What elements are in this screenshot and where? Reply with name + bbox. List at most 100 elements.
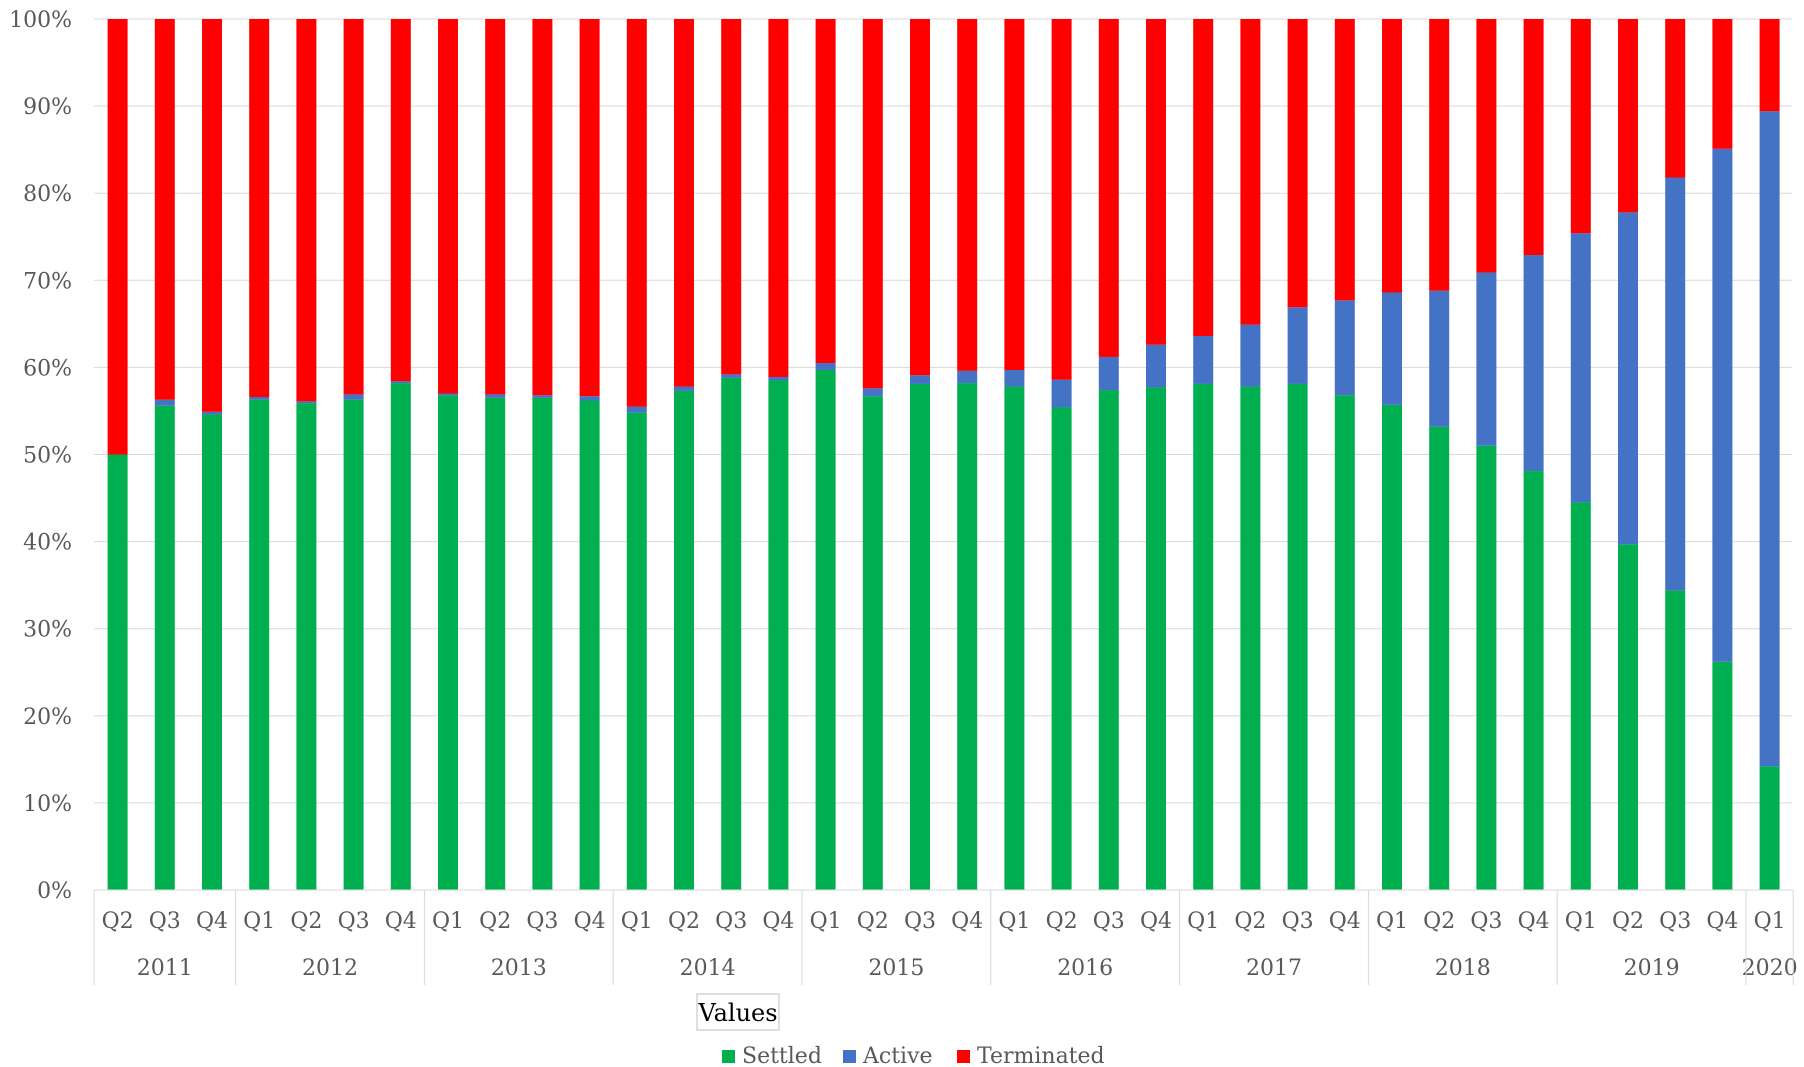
bar-segment-active-2018-q3 — [1476, 272, 1497, 446]
x-quarter-label: Q4 — [574, 909, 606, 934]
x-quarter-label: Q1 — [1376, 909, 1408, 934]
bar-segment-terminated-2019-q2 — [1618, 19, 1638, 213]
legend-swatch-active — [843, 1050, 856, 1063]
bar-segment-active-2012-q3 — [343, 394, 364, 400]
x-quarter-label: Q3 — [149, 909, 181, 934]
x-quarter-label: Q2 — [102, 909, 134, 934]
bar-segment-settled-2017-q2 — [1240, 386, 1261, 890]
x-quarter-label: Q4 — [196, 909, 228, 934]
legend-items: Settled Active Terminated — [722, 1044, 1105, 1067]
x-quarter-label: Q4 — [1140, 909, 1172, 934]
x-year-label: 2011 — [137, 956, 193, 981]
x-quarter-label: Q3 — [1282, 909, 1314, 934]
bar-segment-active-2013-q2 — [485, 394, 506, 398]
bar-segment-active-2015-q2 — [862, 388, 883, 397]
bar-segment-terminated-2017-q4 — [1334, 19, 1355, 301]
legend-label-terminated: Terminated — [977, 1044, 1105, 1067]
bar-segment-active-2018-q4 — [1523, 255, 1544, 472]
bar-segment-settled-2014-q3 — [721, 377, 742, 891]
bar-segment-terminated-2019-q1 — [1570, 19, 1591, 234]
legend-swatch-terminated — [957, 1050, 970, 1063]
y-tick-label: 100% — [9, 8, 72, 33]
bar-segment-settled-2015-q3 — [910, 383, 930, 890]
bar-segment-active-2015-q1 — [815, 363, 836, 371]
bar-segment-active-2016-q4 — [1146, 344, 1166, 388]
bar-segment-settled-2019-q1 — [1570, 502, 1591, 890]
bar-segment-settled-2012-q2 — [296, 403, 317, 890]
bar-segment-settled-2016-q3 — [1098, 390, 1119, 890]
bar-segment-settled-2016-q2 — [1051, 407, 1072, 890]
bars — [107, 19, 1780, 891]
y-tick-label: 60% — [23, 356, 72, 381]
legend-label-active: Active — [862, 1044, 933, 1067]
x-quarter-label: Q2 — [1612, 909, 1644, 934]
bar-segment-terminated-2019-q4 — [1712, 19, 1733, 149]
bar-segment-terminated-2016-q1 — [1004, 19, 1025, 371]
legend-title: Values — [697, 999, 777, 1027]
bar-segment-settled-2013-q2 — [485, 397, 506, 890]
bar-segment-terminated-2015-q2 — [862, 19, 883, 389]
bar-segment-settled-2017-q3 — [1287, 383, 1308, 890]
x-year-label: 2013 — [491, 956, 547, 981]
x-quarter-label: Q1 — [810, 909, 842, 934]
bar-segment-active-2017-q2 — [1240, 324, 1261, 387]
x-quarter-label: Q2 — [479, 909, 511, 934]
bar-segment-active-2017-q3 — [1287, 307, 1308, 384]
bar-segment-terminated-2013-q3 — [532, 19, 553, 396]
bar-segment-active-2015-q3 — [910, 375, 930, 384]
bar-segment-settled-2015-q2 — [862, 396, 883, 890]
bar-segment-terminated-2013-q1 — [438, 19, 458, 394]
y-tick-label: 70% — [23, 269, 72, 294]
x-quarter-label: Q3 — [338, 909, 370, 934]
bar-segment-terminated-2015-q4 — [957, 19, 978, 371]
bar-segment-terminated-2020-q1 — [1759, 19, 1780, 112]
bar-segment-active-2014-q1 — [626, 406, 647, 413]
x-year-label: 2019 — [1624, 956, 1680, 981]
x-quarter-label: Q3 — [526, 909, 558, 934]
x-quarter-label: Q4 — [1518, 909, 1550, 934]
x-quarter-label: Q1 — [621, 909, 653, 934]
x-axis: Q2 Q3 Q4 Q1 Q2 Q3 Q4 Q1 Q2 Q3 Q4 Q1 Q2 Q3 Q4 Q1 Q2 Q3 Q4 Q1… — [93, 889, 1798, 985]
bar-segment-active-2017-q1 — [1193, 336, 1214, 384]
bar-segment-settled-2017-q4 — [1334, 395, 1355, 890]
x-quarter-label: Q1 — [1565, 909, 1597, 934]
x-quarter-label: Q1 — [998, 909, 1030, 934]
bar-segment-terminated-2016-q3 — [1098, 19, 1119, 357]
bar-segment-active-2018-q2 — [1429, 290, 1450, 427]
bar-segment-terminated-2013-q2 — [485, 19, 506, 395]
bar-segment-terminated-2018-q1 — [1382, 19, 1402, 293]
bar-segment-active-2019-q2 — [1618, 212, 1638, 545]
bar-segment-active-2016-q3 — [1098, 356, 1119, 391]
bar-segment-terminated-2015-q3 — [910, 19, 930, 376]
bar-segment-settled-2018-q3 — [1476, 445, 1497, 890]
bar-segment-active-2012-q4 — [390, 381, 411, 384]
bar-segment-settled-2014-q1 — [626, 412, 647, 890]
bar-segment-active-2020-q1 — [1759, 111, 1780, 767]
bar-segment-active-2014-q3 — [721, 374, 742, 378]
x-quarter-label: Q3 — [1659, 909, 1691, 934]
bar-segment-settled-2013-q4 — [579, 400, 600, 890]
bar-segment-active-2014-q2 — [674, 386, 694, 391]
bar-segment-settled-2018-q4 — [1523, 471, 1544, 890]
bar-segment-settled-2019-q2 — [1618, 544, 1638, 890]
bar-segment-active-2012-q1 — [249, 397, 270, 400]
x-quarter-label: Q1 — [432, 909, 464, 934]
bar-segment-settled-2012-q3 — [343, 399, 364, 890]
y-tick-label: 40% — [23, 531, 72, 556]
bar-segment-active-2017-q4 — [1334, 300, 1355, 396]
x-year-label: 2020 — [1742, 956, 1798, 981]
x-quarter-label: Q3 — [1093, 909, 1125, 934]
x-quarter-label: Q4 — [385, 909, 417, 934]
bar-segment-active-2019-q3 — [1665, 177, 1686, 591]
bar-segment-settled-2016-q4 — [1146, 387, 1166, 890]
bar-segment-terminated-2012-q3 — [343, 19, 364, 395]
x-year-label: 2015 — [868, 956, 924, 981]
y-tick-label: 30% — [23, 618, 72, 643]
bar-segment-active-2016-q1 — [1004, 370, 1025, 387]
legend-title-box — [696, 993, 780, 1031]
bar-segment-terminated-2011-q4 — [202, 19, 222, 412]
y-tick-label: 80% — [23, 182, 72, 207]
x-quarter-label: Q4 — [951, 909, 983, 934]
x-year-label: 2017 — [1246, 956, 1302, 981]
